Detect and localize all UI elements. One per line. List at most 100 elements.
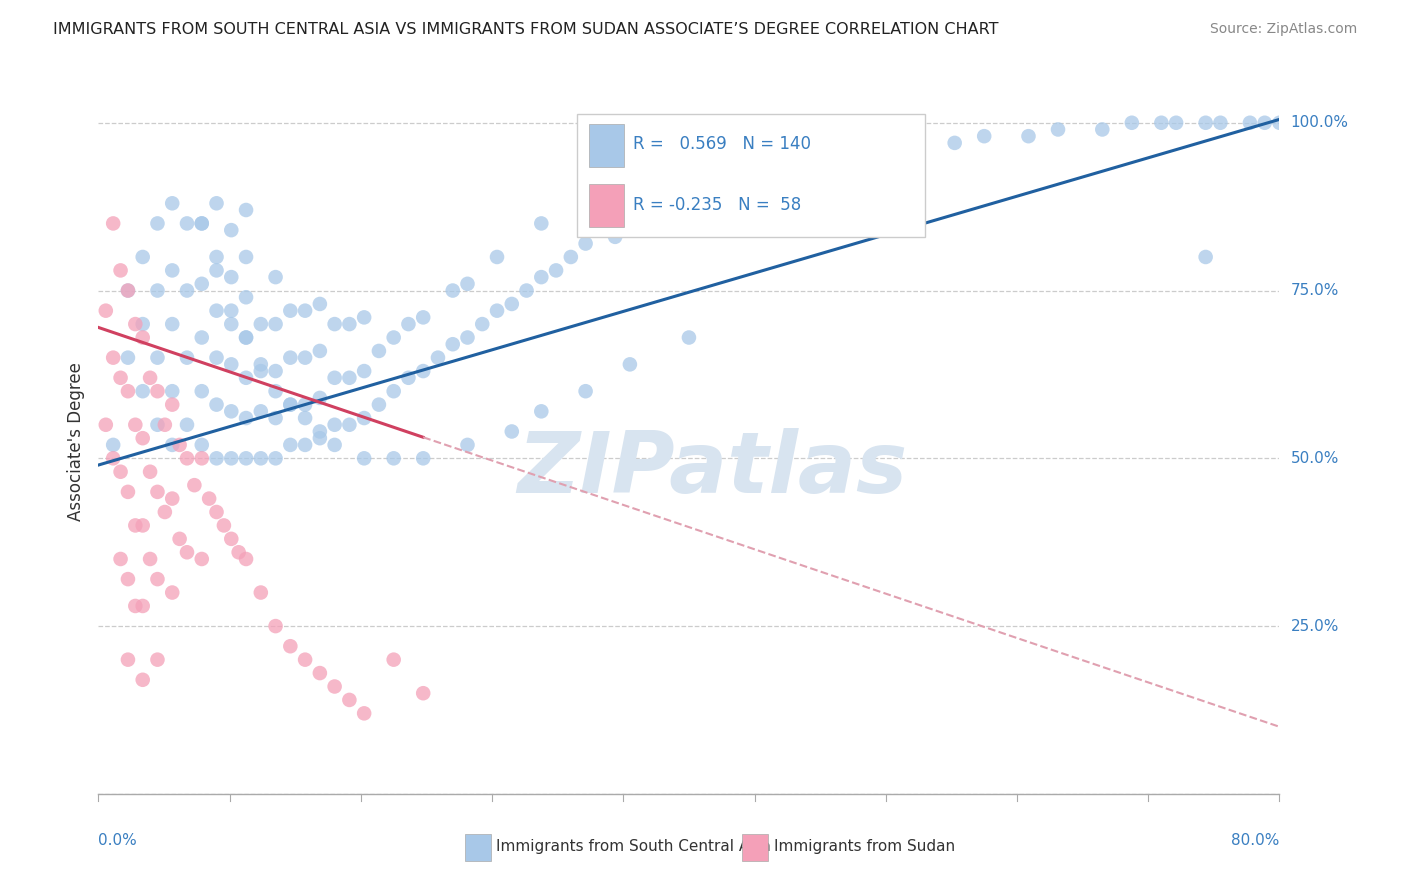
Point [250, 364, 273, 378]
Point [1018, 129, 1040, 144]
Point [176, 284, 198, 298]
Text: ZIPatlas: ZIPatlas [517, 428, 908, 511]
Point [530, 404, 553, 418]
Point [1121, 116, 1143, 130]
Point [235, 411, 257, 425]
Text: 75.0%: 75.0% [1291, 283, 1339, 298]
Point [235, 290, 257, 304]
Point [441, 284, 464, 298]
Point [205, 250, 228, 264]
Point [441, 337, 464, 351]
Point [221, 223, 243, 237]
Point [353, 411, 375, 425]
Point [501, 297, 523, 311]
Point [191, 552, 214, 566]
Point [648, 202, 671, 217]
Point [110, 552, 132, 566]
Point [412, 451, 434, 466]
Point [530, 216, 553, 230]
Point [398, 371, 420, 385]
Point [309, 666, 332, 681]
Point [560, 250, 582, 264]
Point [117, 384, 139, 399]
Point [368, 398, 391, 412]
Point [162, 384, 183, 399]
Point [132, 518, 155, 533]
Point [221, 404, 243, 418]
Point [162, 263, 183, 277]
Point [280, 398, 302, 412]
Point [264, 317, 287, 331]
Point [264, 384, 287, 399]
Point [228, 545, 250, 559]
Point [382, 653, 405, 667]
Point [250, 317, 273, 331]
Text: 25.0%: 25.0% [1291, 618, 1339, 633]
Point [412, 686, 434, 700]
Point [205, 398, 228, 412]
Point [176, 545, 198, 559]
Point [124, 417, 146, 432]
Point [309, 431, 332, 445]
Text: Source: ZipAtlas.com: Source: ZipAtlas.com [1209, 22, 1357, 37]
Point [1239, 116, 1261, 130]
Point [250, 585, 273, 599]
Point [398, 317, 420, 331]
Point [103, 351, 125, 365]
Point [339, 693, 361, 707]
Point [221, 357, 243, 371]
Point [339, 317, 361, 331]
Point [427, 351, 450, 365]
Point [132, 330, 155, 344]
Point [575, 384, 598, 399]
FancyBboxPatch shape [576, 114, 925, 237]
Point [943, 136, 966, 150]
FancyBboxPatch shape [589, 185, 624, 227]
Point [501, 425, 523, 439]
Point [124, 518, 146, 533]
Point [169, 532, 191, 546]
Point [117, 284, 139, 298]
Point [191, 330, 214, 344]
Text: 80.0%: 80.0% [1232, 832, 1279, 847]
Point [250, 357, 273, 371]
Point [139, 465, 162, 479]
Point [294, 438, 316, 452]
Point [191, 216, 214, 230]
Point [110, 465, 132, 479]
Point [264, 619, 287, 633]
Point [250, 451, 273, 466]
Point [176, 216, 198, 230]
Text: 50.0%: 50.0% [1291, 450, 1339, 466]
Point [382, 330, 405, 344]
Point [605, 230, 627, 244]
Point [353, 451, 375, 466]
Point [294, 411, 316, 425]
Point [280, 398, 302, 412]
Point [162, 317, 183, 331]
Point [766, 169, 789, 184]
Point [1268, 116, 1291, 130]
Point [235, 451, 257, 466]
Point [176, 451, 198, 466]
Point [146, 216, 169, 230]
Point [221, 270, 243, 285]
Point [146, 417, 169, 432]
Point [235, 371, 257, 385]
Point [103, 438, 125, 452]
Point [221, 532, 243, 546]
Point [139, 552, 162, 566]
Point [1195, 250, 1218, 264]
Point [110, 263, 132, 277]
Point [323, 438, 346, 452]
Point [457, 277, 479, 291]
Point [176, 351, 198, 365]
Point [280, 351, 302, 365]
Point [412, 310, 434, 325]
Text: R = -0.235   N =  58: R = -0.235 N = 58 [634, 196, 801, 214]
Point [191, 438, 214, 452]
Point [619, 357, 641, 371]
Point [146, 284, 169, 298]
Point [1150, 116, 1173, 130]
Point [382, 451, 405, 466]
